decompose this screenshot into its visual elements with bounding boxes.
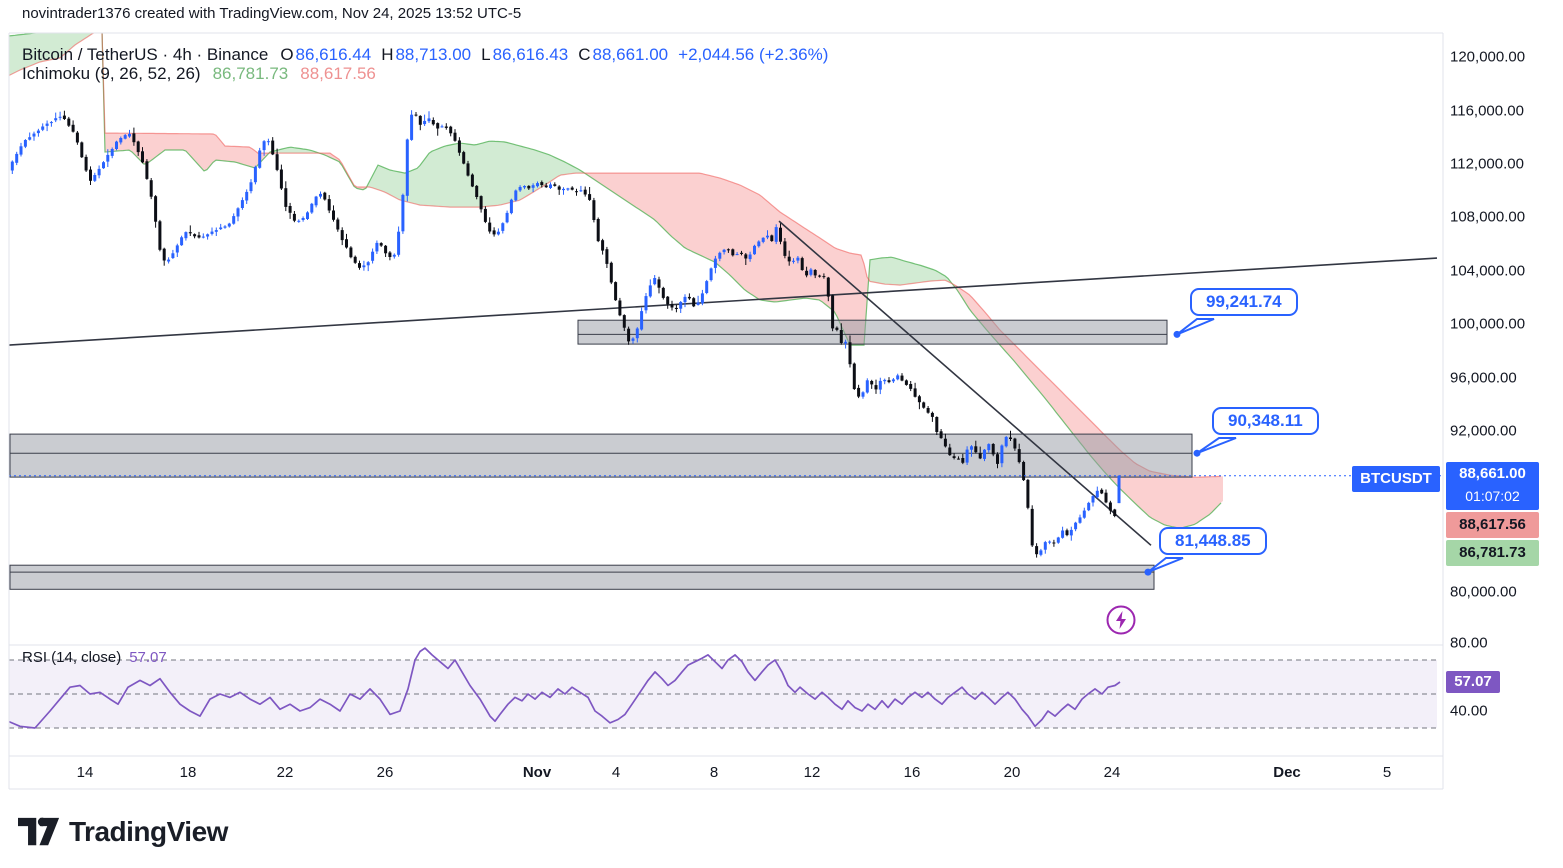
price-axis-label-116000: 116,000.00 (1450, 102, 1524, 119)
callout-anchor-dot-1[interactable] (1193, 449, 1201, 457)
time-axis-label-22: 22 (276, 764, 294, 781)
time-axis-label-14: 14 (76, 764, 94, 781)
symbol-legend[interactable]: Bitcoin / TetherUS · 4h · Binance O 86,616… (22, 45, 828, 65)
legend-segment: 88,617.56 (300, 64, 376, 83)
price-axis-label-80000: 80,000.00 (1450, 583, 1517, 600)
price-axis-label-120000: 120,000.00 (1450, 48, 1526, 66)
legend-segment: C (578, 45, 591, 64)
ichimoku-lead-a-line (9, 33, 1222, 529)
main-price-pane[interactable] (0, 27, 1443, 635)
price-zone-1[interactable] (9, 433, 1193, 478)
ichimoku-leadb-price-tag: 88,617.56 (1446, 512, 1539, 538)
bar-countdown: 01:07:02 (1465, 488, 1520, 504)
rsi-axis-label-80: 80.00 (1450, 634, 1488, 652)
price-axis-label-104000: 104,000.00 (1450, 262, 1526, 280)
current-price-value: 88,661.00 (1459, 465, 1526, 482)
ichimoku-legend[interactable]: Ichimoku (9, 26, 52, 26) 86,781.73 88,617.… (22, 64, 376, 84)
tradingview-logo-text: TradingView (69, 816, 228, 847)
tradingview-logo-icon (18, 817, 60, 846)
chart-attribution: novintrader1376 created with TradingView… (22, 5, 522, 22)
lightning-button[interactable] (1106, 605, 1136, 635)
legend-segment: Bitcoin / TetherUS · 4h · Binance (22, 45, 269, 64)
ichimoku-leada-price-tag: 86,781.73 (1446, 540, 1539, 566)
time-axis-label-12: 12 (803, 764, 821, 781)
legend-segment: Ichimoku (9, 26, 52, 26) (22, 64, 201, 83)
time-axis-label-Nov: Nov (522, 764, 552, 781)
rsi-indicator-value: 57.07 (129, 649, 167, 666)
callout-tail-2 (1147, 557, 1184, 574)
ichimoku-lead-b-line (9, 33, 1222, 478)
time-axis-label-20: 20 (1003, 764, 1021, 781)
trendline-1[interactable] (778, 220, 1152, 546)
trendline-0[interactable] (8, 257, 1438, 346)
callout-anchor-dot-2[interactable] (1144, 568, 1152, 576)
symbol-price-tag: BTCUSDT (1352, 466, 1440, 492)
price-axis-label-108000: 108,000.00 (1450, 208, 1526, 226)
legend-segment: H (381, 45, 394, 64)
time-axis-label-Dec: Dec (1273, 764, 1301, 781)
rsi-indicator-title: RSI (14, close) (22, 649, 122, 666)
time-axis-label-8: 8 (709, 764, 719, 781)
rsi-axis-label-40: 40.00 (1450, 702, 1488, 720)
legend-segment: 86,781.73 (212, 64, 289, 83)
time-axis-label-4: 4 (611, 764, 621, 781)
legend-segment: 88,713.00 (395, 45, 472, 64)
callout-tail-0 (1176, 318, 1215, 336)
legend-segment: O (280, 45, 294, 64)
price-axis-label-96000: 96,000.00 (1450, 369, 1517, 387)
legend-segment: 86,616.43 (492, 45, 569, 64)
candlestick-series (9, 110, 1121, 558)
time-axis-label-18: 18 (179, 764, 197, 781)
rsi-line (9, 647, 1121, 729)
price-axis-label-92000: 92,000.00 (1450, 422, 1517, 440)
price-callout-99241[interactable]: 99,241.74 (1190, 288, 1298, 316)
price-axis-label-112000: 112,000.00 (1450, 155, 1524, 173)
lightning-icon (1116, 611, 1126, 629)
price-zone-0[interactable] (577, 319, 1168, 345)
legend-segment: L (481, 45, 491, 64)
time-axis-label-16: 16 (903, 764, 921, 781)
time-axis-label-24: 24 (1103, 764, 1121, 781)
callout-anchor-dot-0[interactable] (1173, 330, 1181, 338)
price-callout-81448[interactable]: 81,448.85 (1159, 527, 1267, 555)
time-axis-label-5: 5 (1382, 764, 1392, 781)
price-callout-90348[interactable]: 90,348.11 (1212, 407, 1319, 435)
legend-segment: +2,044.56 (+2.36%) (678, 45, 829, 64)
time-axis-label-26: 26 (376, 764, 394, 781)
callout-tail-1 (1196, 437, 1237, 455)
rsi-indicator-legend[interactable]: RSI (14, close) 57.07 (22, 649, 167, 666)
price-axis-label-100000: 100,000.00 (1450, 315, 1526, 333)
tradingview-logo[interactable]: TradingView (18, 816, 228, 848)
rsi-pane[interactable] (8, 647, 1437, 729)
legend-segment: 86,616.44 (295, 45, 372, 64)
legend-segment: 88,661.00 (592, 45, 669, 64)
rsi-value-tag: 57.07 (1446, 671, 1500, 693)
price-zone-2[interactable] (9, 564, 1155, 590)
current-price-tag: 88,661.00 01:07:02 (1446, 462, 1539, 510)
